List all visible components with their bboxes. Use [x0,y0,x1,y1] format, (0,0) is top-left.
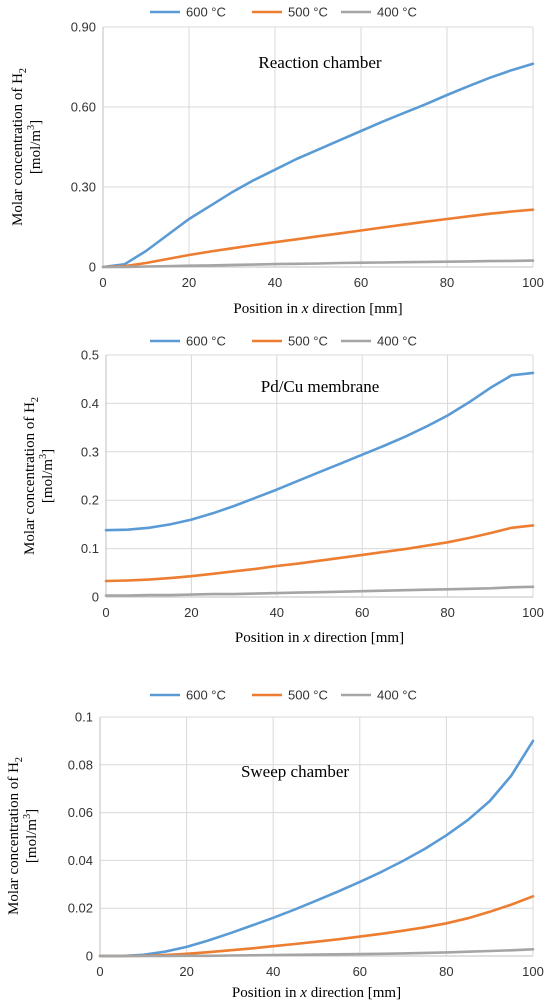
x-axis-label: Position in x direction [mm] [233,301,402,317]
x-tick-label: 20 [184,605,198,620]
chart-title: Reaction chamber [258,53,382,72]
x-tick-label: 80 [440,605,454,620]
legend: 600 °C 500 °C 400 °C [150,688,417,703]
x-tick-label: 100 [522,275,544,290]
x-tick-label: 20 [179,964,193,979]
y-axis-label: Molar concentration of H2[mol/m3] [22,397,56,555]
y-tick-label: 0.06 [68,805,93,820]
series-line-2 [101,208,535,269]
y-tick-label: 0.90 [71,20,96,35]
series-line-1 [101,62,535,269]
x-tick-label: 20 [182,275,196,290]
legend: 600 °C 500 °C 400 °C [150,5,417,20]
y-tick-label: 0 [86,949,93,964]
y-tick-label: 0 [92,590,99,605]
x-tick-label: 40 [266,964,280,979]
legend-label-3: 400 °C [377,334,417,349]
y-tick-label: 0.2 [81,493,99,508]
legend-label-3: 400 °C [377,5,417,20]
legend-label-1: 600 °C [186,334,226,349]
chart-title: Sweep chamber [241,762,349,781]
y-tick-label: 0.4 [81,396,99,411]
y-tick-label: 0.02 [68,901,93,916]
series-line-1 [98,739,535,958]
chart-title: Pd/Cu membrane [261,377,380,396]
y-axis-label: Molar concentration of H2[mol/m3] [6,757,40,915]
x-tick-label: 100 [522,605,544,620]
x-tick-label: 0 [99,275,106,290]
x-axis-label: Position in x direction [mm] [235,630,404,646]
chart-2: 0 0.1 0.2 0.3 0.4 0.5 0 20 40 60 80 100 600 °C 500 °C… [22,334,544,647]
chart-3: 0 0.02 0.04 0.06 0.08 0.1 0 20 40 60 80 100 600 °C 50… [6,688,544,1002]
x-tick-label: 60 [355,605,369,620]
y-tick-label: 0.30 [71,180,96,195]
y-tick-label: 0.1 [81,541,99,556]
series-line-2 [104,524,535,583]
y-tick-label: 0.60 [71,100,96,115]
legend: 600 °C 500 °C 400 °C [150,334,417,349]
y-tick-label: 0.3 [81,444,99,459]
x-tick-label: 0 [96,964,103,979]
x-tick-label: 40 [270,605,284,620]
series-line-1 [104,371,535,532]
x-axis-label: Position in x direction [mm] [232,985,401,1001]
chart-1: 0 0.30 0.60 0.90 0 20 40 60 80 100 600 °C 500 °C 400… [10,5,544,318]
y-tick-label: 0 [89,260,96,275]
y-tick-label: 0.08 [68,757,93,772]
legend-label-2: 500 °C [288,334,328,349]
series-line-3 [101,259,535,269]
legend-label-1: 600 °C [186,5,226,20]
legend-label-2: 500 °C [288,5,328,20]
x-tick-label: 0 [102,605,109,620]
series-line-3 [104,585,535,597]
legend-label-3: 400 °C [377,688,417,703]
x-tick-label: 40 [268,275,282,290]
x-tick-label: 80 [440,275,454,290]
x-tick-label: 100 [522,964,544,979]
y-axis-label: Molar concentration of H2[mol/m3] [10,68,44,226]
x-tick-label: 60 [354,275,368,290]
y-tick-label: 0.04 [68,853,93,868]
y-tick-label: 0.5 [81,348,99,363]
legend-label-1: 600 °C [186,688,226,703]
x-tick-label: 80 [439,964,453,979]
x-tick-label: 60 [353,964,367,979]
series-line-3 [98,947,535,958]
legend-label-2: 500 °C [288,688,328,703]
y-tick-label: 0.1 [75,710,93,725]
series-line-2 [98,894,535,958]
